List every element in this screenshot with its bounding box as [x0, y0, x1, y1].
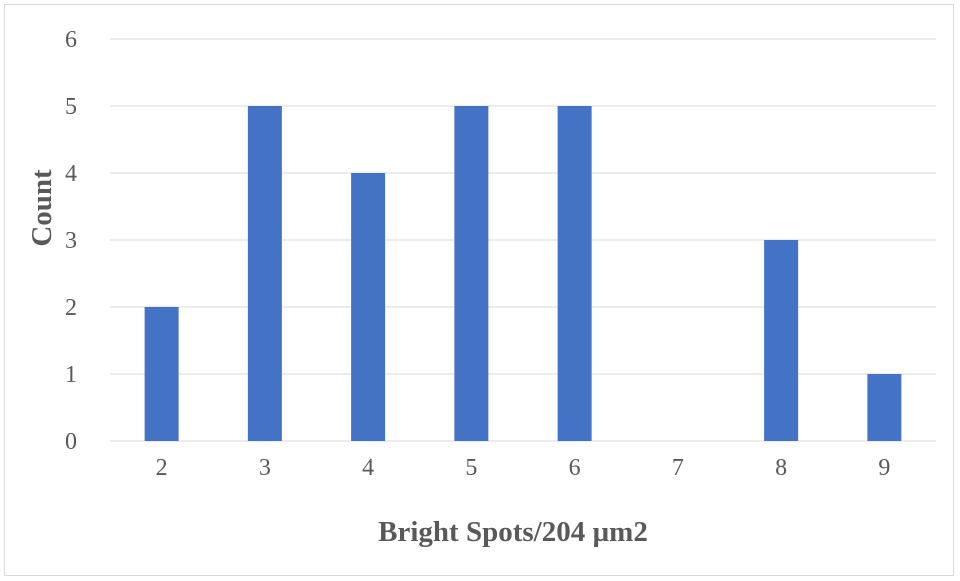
- bar-4: [351, 173, 386, 441]
- x-axis-ticks: 2 3 4 5 6 7 8 9: [156, 455, 891, 481]
- gridlines: [110, 38, 936, 442]
- x-tick-label: 5: [465, 455, 477, 481]
- y-tick-label: 2: [65, 295, 77, 321]
- x-tick-label: 7: [672, 455, 684, 481]
- x-axis-title: Bright Spots/204 µm2: [378, 516, 648, 548]
- bar-6: [557, 106, 592, 441]
- x-tick-label: 2: [156, 455, 168, 481]
- x-tick-label: 3: [259, 455, 271, 481]
- bar-3: [247, 106, 282, 441]
- bars: [144, 106, 902, 441]
- y-tick-label: 1: [65, 362, 77, 388]
- y-axis-title: Count: [26, 169, 58, 247]
- bar-9: [867, 374, 902, 441]
- y-tick-label: 0: [65, 429, 77, 455]
- y-tick-label: 4: [65, 161, 77, 187]
- bar-8: [764, 240, 799, 441]
- x-tick-label: 9: [878, 455, 890, 481]
- y-axis-ticks: 0 1 2 3 4 5 6: [65, 27, 77, 455]
- y-tick-label: 5: [65, 94, 77, 120]
- x-tick-label: 6: [569, 455, 581, 481]
- x-tick-label: 4: [362, 455, 374, 481]
- y-tick-label: 3: [65, 228, 77, 254]
- bar-2: [144, 307, 179, 441]
- bar-5: [454, 106, 489, 441]
- x-tick-label: 8: [775, 455, 787, 481]
- y-tick-label: 6: [65, 27, 77, 53]
